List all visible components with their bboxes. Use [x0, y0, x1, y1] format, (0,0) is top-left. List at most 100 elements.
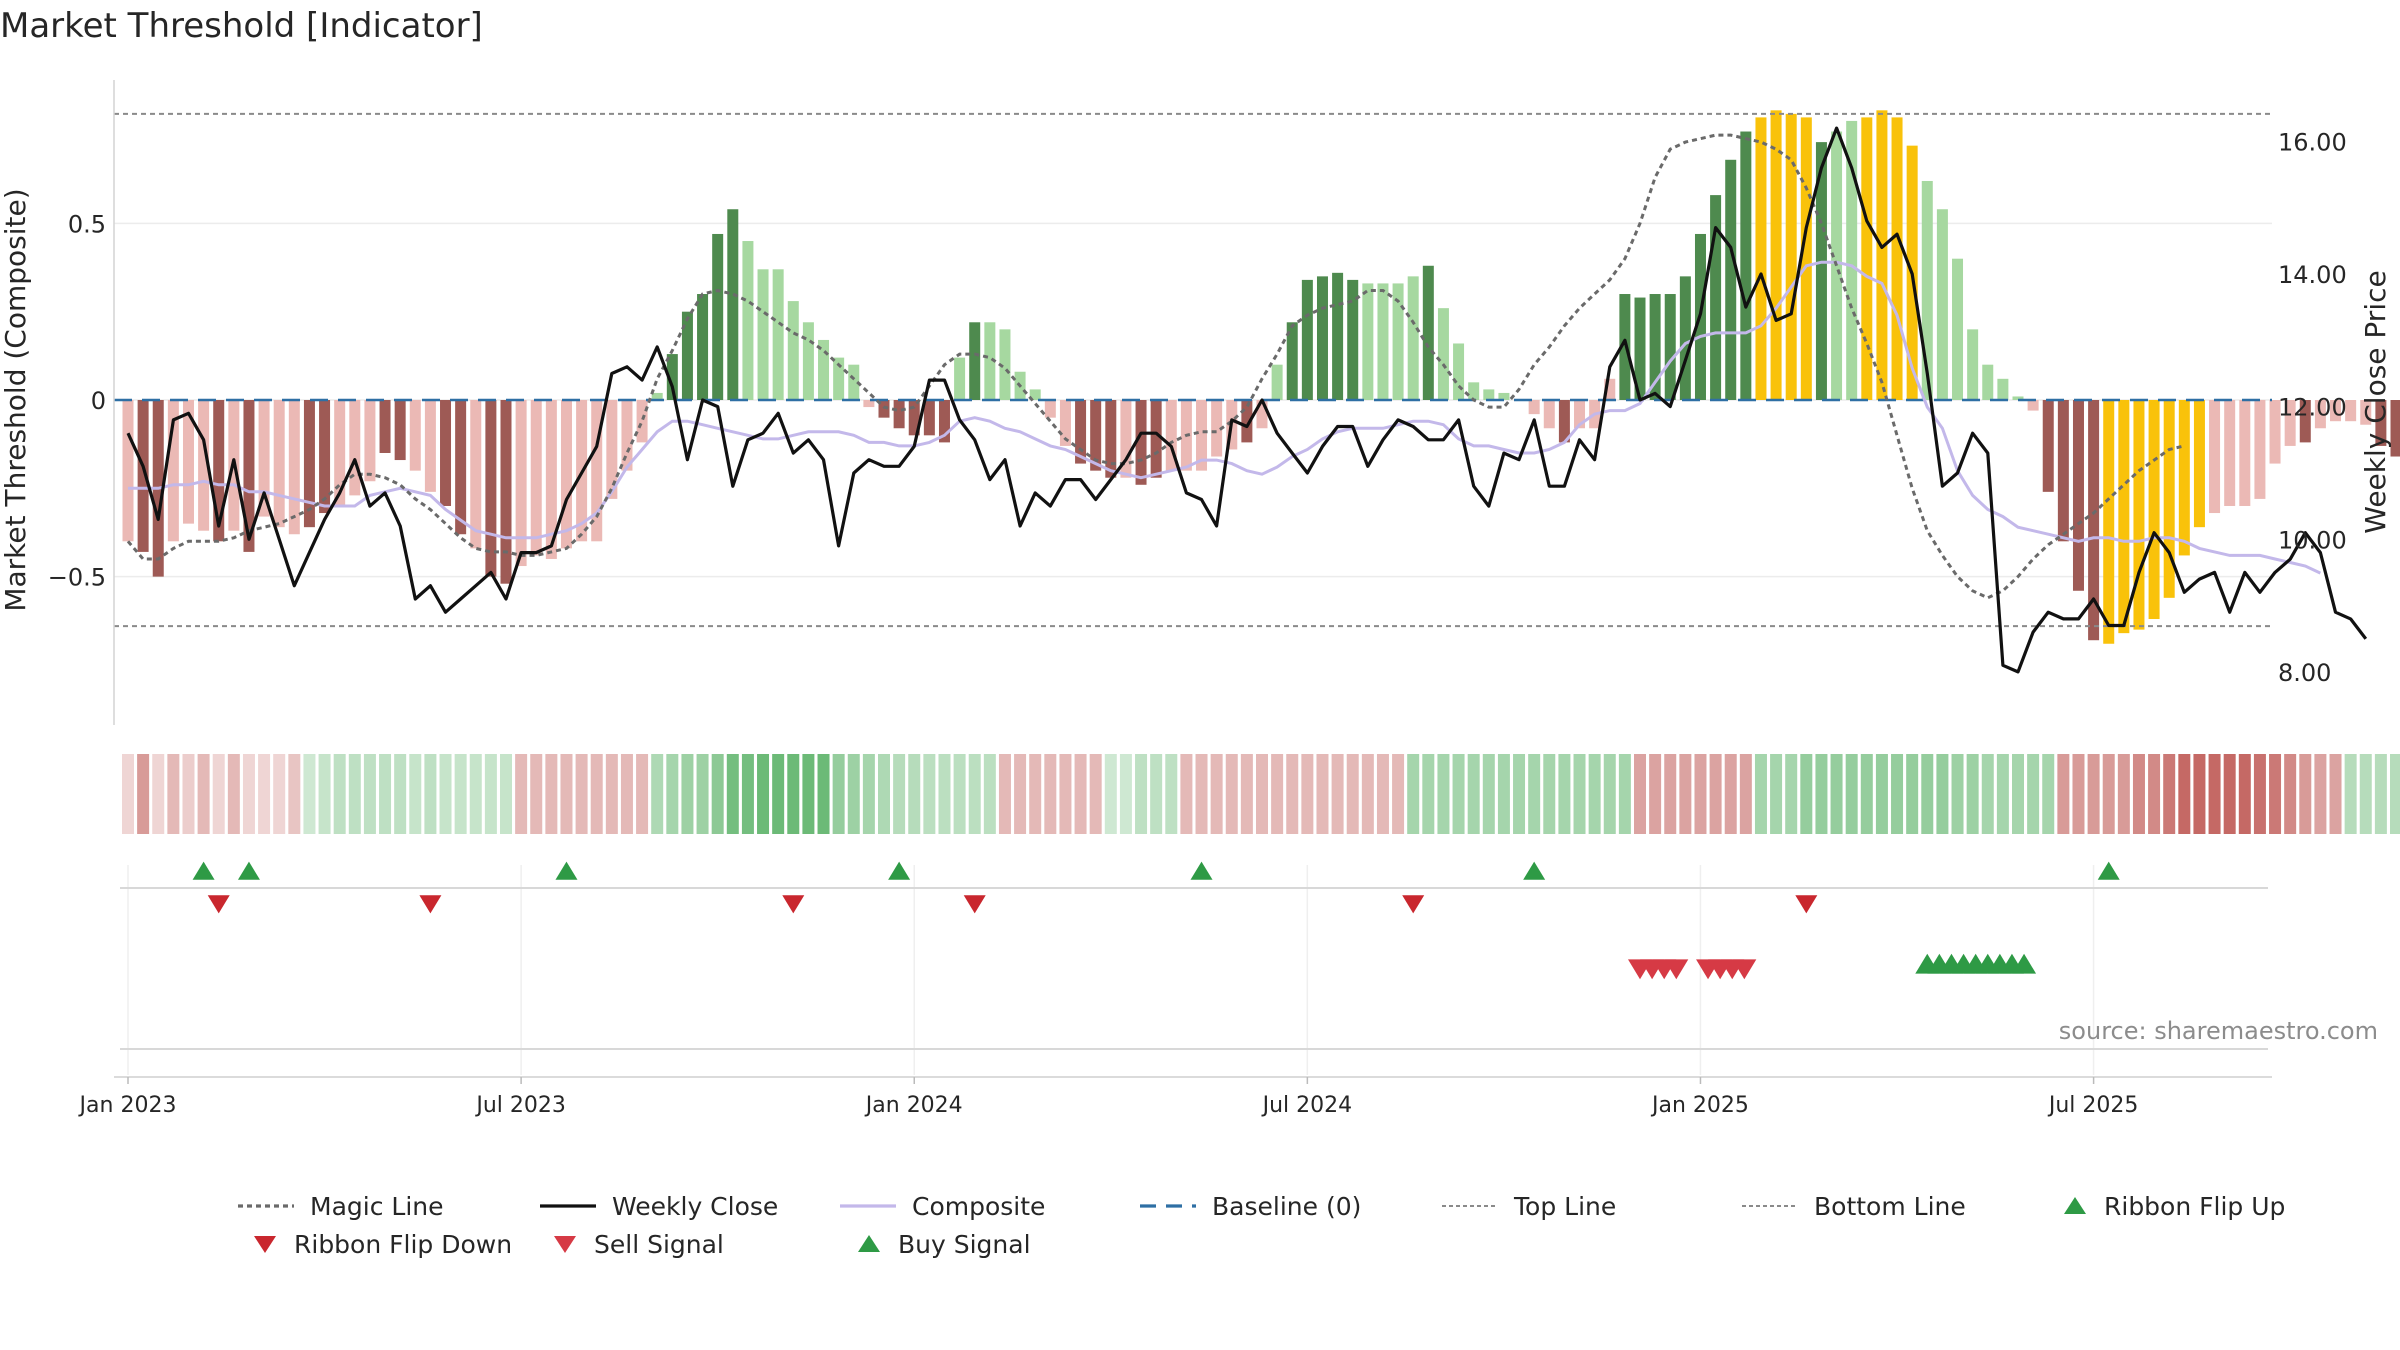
ribbon-cell: [1150, 754, 1163, 834]
ribbon-cell: [1588, 754, 1601, 834]
source-label: source: sharemaestro.com: [2059, 1017, 2378, 1045]
axes: 0.5 0 −0.5 16.00 14.00 12.00 10.00 8.00 Market T…: [0, 80, 2392, 1118]
ribbon-cell: [1815, 754, 1828, 834]
composite-bar: [1498, 392, 1510, 400]
composite-bar: [1770, 110, 1782, 401]
ribbon-cell: [802, 754, 815, 834]
composite-bar: [1846, 120, 1858, 400]
ribbon-cell: [605, 754, 618, 834]
composite-bar: [424, 400, 436, 492]
composite-bar: [1150, 400, 1162, 478]
ribbon-cell: [1316, 754, 1329, 834]
ribbon-flip-up-marker: [2097, 861, 2120, 880]
ribbon-cell: [1664, 754, 1677, 834]
ribbon-flip-up-marker: [1523, 861, 1546, 880]
ribbon-flip-up-marker: [888, 861, 911, 880]
ribbon-cell: [2253, 754, 2266, 834]
composite-bar: [1271, 364, 1283, 400]
ribbon-cell: [651, 754, 664, 834]
ribbon-cell: [227, 754, 240, 834]
ribbon-cell: [288, 754, 301, 834]
x-tick-label: Jan 2024: [864, 1093, 963, 1118]
composite-bar: [1483, 389, 1495, 400]
composite-bar: [863, 400, 875, 408]
composite-bar: [878, 400, 890, 418]
composite-bar: [2072, 400, 2084, 591]
ribbon-cell: [333, 754, 346, 834]
composite-bar: [1196, 400, 1208, 471]
composite-bar: [1558, 400, 1570, 443]
composite-bar: [999, 329, 1011, 400]
composite-bar: [1664, 294, 1676, 400]
composite-bar: [182, 400, 194, 524]
composite-bar: [802, 322, 814, 400]
ribbon-flip-up-marker: [192, 861, 215, 880]
ribbon-cell: [1906, 754, 1919, 834]
ribbon-cell: [2193, 754, 2206, 834]
composite-bar: [1543, 400, 1555, 429]
composite-bar: [2330, 400, 2342, 422]
ribbon-cell: [1513, 754, 1526, 834]
right-tick-label: 16.00: [2278, 128, 2347, 156]
ribbon-cell: [2178, 754, 2191, 834]
ribbon-cell: [1014, 754, 1027, 834]
ribbon-cell: [817, 754, 830, 834]
composite-bar: [1105, 400, 1117, 478]
right-tick-label: 10.00: [2278, 526, 2347, 554]
ribbon-cell: [1996, 754, 2009, 834]
ribbon-cell: [2329, 754, 2342, 834]
ribbon-cell: [363, 754, 376, 834]
ribbon-flip-up-marker: [1190, 861, 1213, 880]
ribbon-cell: [938, 754, 951, 834]
x-tick-label: Jul 2024: [1261, 1093, 1353, 1118]
ribbon-cell: [1195, 754, 1208, 834]
ribbon-cell: [2163, 754, 2176, 834]
ribbon-flip-down-marker: [782, 895, 805, 914]
ribbon-cell: [2132, 754, 2145, 834]
ribbon-cell: [1558, 754, 1571, 834]
ribbon-cell: [1210, 754, 1223, 834]
ribbon-flip-up-marker: [237, 861, 260, 880]
composite-bar: [1952, 258, 1964, 400]
composite-bar: [560, 400, 572, 549]
composite-bar: [712, 233, 724, 400]
composite-bar: [1604, 378, 1616, 400]
ribbon-cell: [1634, 754, 1646, 834]
ribbon-cell: [2072, 754, 2085, 834]
ribbon-cell: [2344, 754, 2357, 834]
ribbon-cell: [2314, 754, 2327, 834]
composite-bar: [1982, 364, 1994, 400]
composite-bar: [515, 400, 527, 567]
composite-bar: [1891, 117, 1903, 401]
ribbon-cell: [1573, 754, 1586, 834]
composite-bar: [213, 400, 225, 542]
ribbon-cell: [1860, 754, 1873, 834]
composite-bar: [1997, 378, 2009, 400]
composite-bar: [848, 364, 860, 400]
composite-bar: [772, 269, 784, 400]
composite-bar: [1241, 400, 1253, 443]
ribbon-cell: [1800, 754, 1813, 834]
left-tick-label: −0.5: [48, 564, 106, 592]
composite-bar: [1936, 209, 1948, 400]
ribbon-cell: [1301, 754, 1314, 834]
composite-bar: [893, 400, 905, 429]
ribbon-cell: [847, 754, 860, 834]
ribbon-cell: [1104, 754, 1117, 834]
ribbon-cell: [2299, 754, 2312, 834]
composite-bar: [1362, 283, 1374, 400]
ribbon-cell: [1467, 754, 1480, 834]
ribbon-cell: [1225, 754, 1238, 834]
composite-bar: [2012, 396, 2024, 400]
left-tick-label: 0: [91, 387, 106, 415]
composite-bar: [2284, 400, 2296, 446]
composite-bar: [1120, 400, 1132, 478]
composite-bar: [1090, 400, 1102, 471]
composite-bar: [1437, 308, 1449, 400]
ribbon-cell: [1029, 754, 1042, 834]
ribbon-cell: [1361, 754, 1374, 834]
ribbon-cell: [2087, 754, 2100, 834]
ribbon-cell: [1286, 754, 1299, 834]
composite-bar: [697, 294, 709, 400]
